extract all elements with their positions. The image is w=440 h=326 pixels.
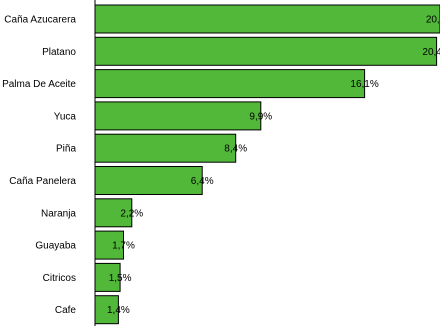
bar-3 bbox=[94, 101, 262, 131]
value-label-9: 1,4% bbox=[107, 305, 130, 316]
category-label-8: Citricos bbox=[43, 273, 76, 284]
value-label-5: 6,4% bbox=[191, 176, 214, 187]
category-label-4: Piña bbox=[56, 144, 76, 155]
value-label-3: 9,9% bbox=[249, 111, 272, 122]
value-labels: 20,6% 20,4% 16,1% 9,9% 8,4% 6,4% 2,2% 1,7% 1,5% 1… bbox=[107, 15, 440, 317]
value-label-0: 20,6% bbox=[426, 15, 440, 26]
category-label-3: Yuca bbox=[54, 111, 77, 122]
value-label-8: 1,5% bbox=[109, 273, 132, 284]
category-label-1: Platano bbox=[42, 47, 76, 58]
value-label-2: 16,1% bbox=[350, 79, 378, 90]
value-label-7: 1,7% bbox=[112, 241, 135, 252]
bars-group bbox=[94, 4, 440, 325]
value-label-4: 8,4% bbox=[224, 144, 247, 155]
bar-8 bbox=[94, 262, 121, 292]
category-label-2: Palma De Aceite bbox=[2, 79, 76, 90]
category-label-7: Guayaba bbox=[35, 241, 76, 252]
value-label-1: 20,4% bbox=[422, 47, 440, 58]
bar-0 bbox=[94, 4, 440, 34]
bar-1 bbox=[94, 36, 438, 66]
category-label-9: Cafe bbox=[55, 305, 77, 316]
bar-7 bbox=[94, 230, 124, 260]
value-label-6: 2,2% bbox=[120, 208, 143, 219]
category-labels: Caña Azucarera Platano Palma De Aceite Yuca… bbox=[2, 15, 76, 317]
category-label-6: Naranja bbox=[41, 208, 76, 219]
category-label-0: Caña Azucarera bbox=[4, 15, 76, 26]
category-label-5: Caña Panelera bbox=[9, 176, 76, 187]
bar-4 bbox=[94, 133, 237, 163]
bar-5 bbox=[94, 166, 203, 195]
bar-2 bbox=[94, 69, 366, 99]
